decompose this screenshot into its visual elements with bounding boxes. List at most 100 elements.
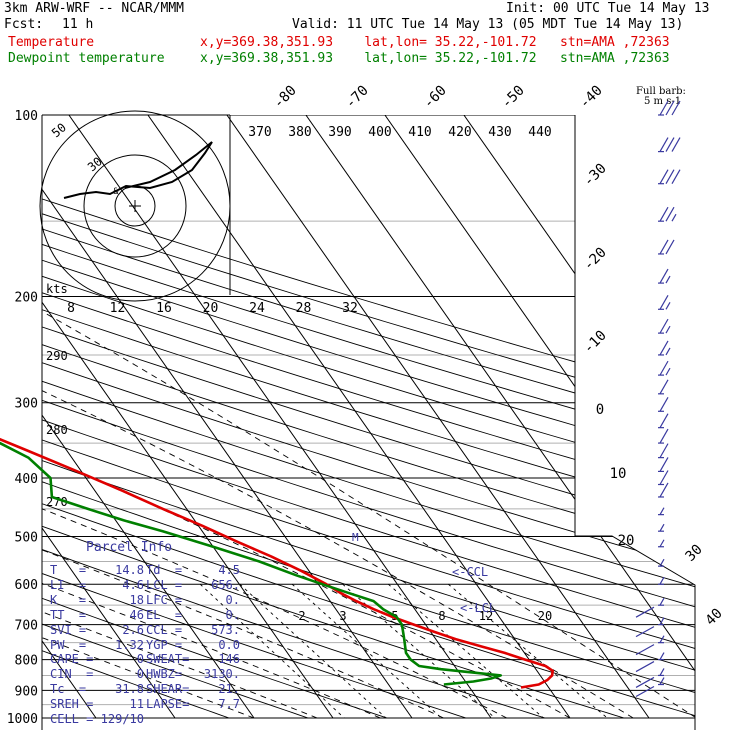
dewpoint-trace	[0, 441, 502, 686]
theta-label-380: 380	[288, 125, 311, 140]
parcel-label: CELL =	[50, 712, 94, 727]
parcel-label: SREH =	[50, 697, 94, 712]
wind-barb	[658, 360, 671, 376]
parcel-label: EL =	[146, 607, 183, 622]
wind-barb	[658, 318, 671, 334]
parcel-row: SVI = 2.6	[50, 623, 144, 638]
parcel-info-title: Parcel Info	[86, 540, 173, 555]
parcel-value: 573.	[211, 622, 240, 637]
hodograph-ring-50: 50	[49, 120, 69, 140]
wind-barb	[635, 617, 665, 638]
parcel-row: CIN = 0	[50, 667, 144, 682]
temperature-location: x,y=369.38,351.93 lat,lon= 35.22,-101.72…	[200, 35, 670, 50]
parcel-value: 14.8	[115, 563, 144, 577]
parcel-row: LI = 4.6	[50, 578, 144, 593]
pressure-label-300: 300	[15, 397, 38, 412]
temp-tick--10: -10	[581, 328, 610, 357]
temp-tick-20: 20	[618, 533, 635, 549]
grid-upper	[42, 115, 575, 536]
pressure-label-900: 900	[15, 684, 38, 699]
wind-barb	[635, 652, 665, 673]
ring-label-28: 28	[296, 301, 312, 316]
parcel-row: CAPE = 0	[50, 652, 144, 667]
parcel-label: SVI =	[50, 622, 87, 637]
theta-side-280: 280	[46, 423, 68, 437]
parcel-label: LAPSE=	[146, 697, 190, 712]
barb-note-2: 5 m s-1	[644, 96, 681, 107]
parcel-label: LI =	[50, 577, 87, 592]
theta-label-390: 390	[328, 125, 351, 140]
parcel-row: Td = 4.5	[146, 563, 240, 578]
wind-barb	[658, 137, 681, 153]
parcel-value: 18	[129, 592, 144, 607]
pressure-label-1000: 1000	[7, 712, 38, 727]
pressure-label-200: 200	[15, 291, 38, 306]
ring-label-32: 32	[342, 301, 358, 316]
wind-barb	[658, 295, 671, 310]
theta-label-440: 440	[528, 125, 551, 140]
parcel-label: CIN =	[50, 667, 94, 682]
valid-time: Valid: 11 UTC Tue 14 May 13 (05 MDT Tue …	[292, 17, 684, 32]
ring-label-20: 20	[203, 301, 219, 316]
ccl-marker: <-CCL	[452, 565, 488, 579]
wind-barb	[658, 100, 681, 116]
temperature-legend: Temperature	[8, 35, 95, 50]
wind-barb	[658, 268, 671, 284]
parcel-value: 0	[136, 667, 144, 682]
parcel-row: HWBZ= 3130.	[146, 667, 240, 682]
theta-label-420: 420	[448, 125, 471, 140]
wind-barb	[658, 340, 671, 356]
mixing-ratio-12: 12	[479, 609, 493, 623]
parcel-row: SHEAR= 21.	[146, 682, 240, 697]
parcel-row: K = 18	[50, 593, 144, 608]
temp-tick-40: 40	[703, 606, 726, 629]
mixing-ratio-3: 3	[339, 609, 346, 623]
parcel-value: 0.0	[218, 637, 240, 652]
theta-label-410: 410	[408, 125, 431, 140]
parcel-info-right: Td = 4.5 LCL = 656. LFC = 0. EL = 0. CCL = 573. YG…	[146, 563, 240, 712]
wind-barb	[658, 428, 669, 444]
parcel-value: 46	[129, 607, 144, 622]
pressure-label-400: 400	[15, 472, 38, 487]
pressure-label-700: 700	[15, 619, 38, 634]
theta-side-270: 270	[46, 495, 68, 509]
wind-barb	[658, 206, 677, 222]
parcel-value: 4.5	[218, 563, 240, 577]
temp-tick--70: -70	[343, 83, 372, 112]
wind-barb	[658, 239, 675, 255]
parcel-value: 656.	[211, 577, 240, 592]
parcel-value: 2.6	[122, 622, 144, 637]
model-title: 3km ARW-WRF -- NCAR/MMM	[4, 1, 185, 16]
parcel-row: Tc = 31.8	[50, 682, 144, 697]
pressure-label-500: 500	[15, 530, 38, 545]
parcel-row: SREH = 11	[50, 697, 144, 712]
pressure-label-100: 100	[15, 109, 38, 124]
parcel-value: 7.7	[218, 697, 240, 712]
wind-barb	[635, 597, 665, 618]
ring-label-12: 12	[110, 301, 126, 316]
temp-tick--30: -30	[581, 161, 610, 190]
m-marker: M	[352, 531, 359, 544]
wind-barb	[635, 668, 665, 688]
parcel-value: 129/10	[100, 712, 144, 727]
theta-side-290: 290	[46, 349, 68, 363]
parcel-value: 3130.	[203, 667, 240, 682]
forecast-hour: 11 h	[62, 17, 94, 32]
pressure-label-800: 800	[15, 654, 38, 669]
temp-tick--20: -20	[581, 245, 610, 274]
parcel-value: 21.	[218, 682, 240, 697]
parcel-value: 146	[218, 652, 240, 667]
dewpoint-legend: Dewpoint temperature	[8, 51, 165, 66]
wind-barb	[658, 576, 665, 585]
theta-label-430: 430	[488, 125, 511, 140]
temp-tick-30: 30	[683, 542, 706, 565]
wind-barb	[635, 635, 665, 656]
parcel-label: Tc =	[50, 682, 87, 697]
wind-barb	[658, 558, 665, 567]
wind-barb	[658, 443, 669, 459]
mixing-ratio-2: 2	[298, 609, 305, 623]
temp-tick--80: -80	[271, 83, 300, 112]
ring-label-16: 16	[156, 301, 172, 316]
parcel-label: Td =	[146, 563, 183, 577]
wind-barb	[658, 396, 669, 412]
